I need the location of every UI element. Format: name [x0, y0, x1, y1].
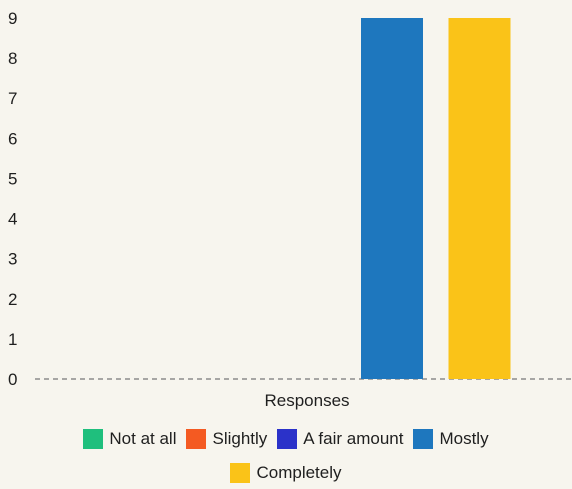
legend-item-slightly[interactable]: Slightly: [186, 429, 267, 449]
legend-item-completely[interactable]: Completely: [230, 463, 342, 483]
y-tick-label: 1: [8, 330, 17, 349]
legend-row-2: Completely: [0, 463, 572, 483]
legend-swatch: [186, 429, 207, 449]
legend-label: Completely: [256, 463, 342, 482]
y-axis: 0 1 2 3 4 5 6 7 8 9: [8, 9, 17, 389]
bars-group: [361, 18, 511, 379]
legend-swatch: [230, 463, 251, 483]
legend-swatch: [277, 429, 298, 449]
y-tick-label: 4: [8, 210, 17, 229]
y-tick-label: 3: [8, 250, 17, 269]
y-tick-label: 7: [8, 89, 17, 108]
legend-item-not-at-all[interactable]: Not at all: [83, 429, 176, 449]
y-tick-label: 5: [8, 169, 17, 188]
legend-swatch: [413, 429, 434, 449]
legend-item-mostly[interactable]: Mostly: [413, 429, 489, 449]
y-tick-label: 0: [8, 370, 17, 389]
bar-completely: [448, 18, 511, 379]
x-axis-label: Responses: [264, 391, 349, 410]
bar-mostly: [361, 18, 423, 379]
legend: Not at all Slightly A fair amount Mostly: [0, 429, 572, 449]
legend-item-a-fair-amount[interactable]: A fair amount: [277, 429, 403, 449]
legend-label: Mostly: [439, 429, 489, 448]
legend-label: Slightly: [212, 429, 268, 448]
legend-label: A fair amount: [303, 429, 404, 448]
y-tick-label: 2: [8, 290, 17, 309]
y-tick-label: 8: [8, 49, 17, 68]
legend-label: Not at all: [109, 429, 177, 448]
y-tick-label: 6: [8, 129, 17, 148]
y-tick-label: 9: [8, 9, 17, 28]
legend-swatch: [83, 429, 104, 449]
